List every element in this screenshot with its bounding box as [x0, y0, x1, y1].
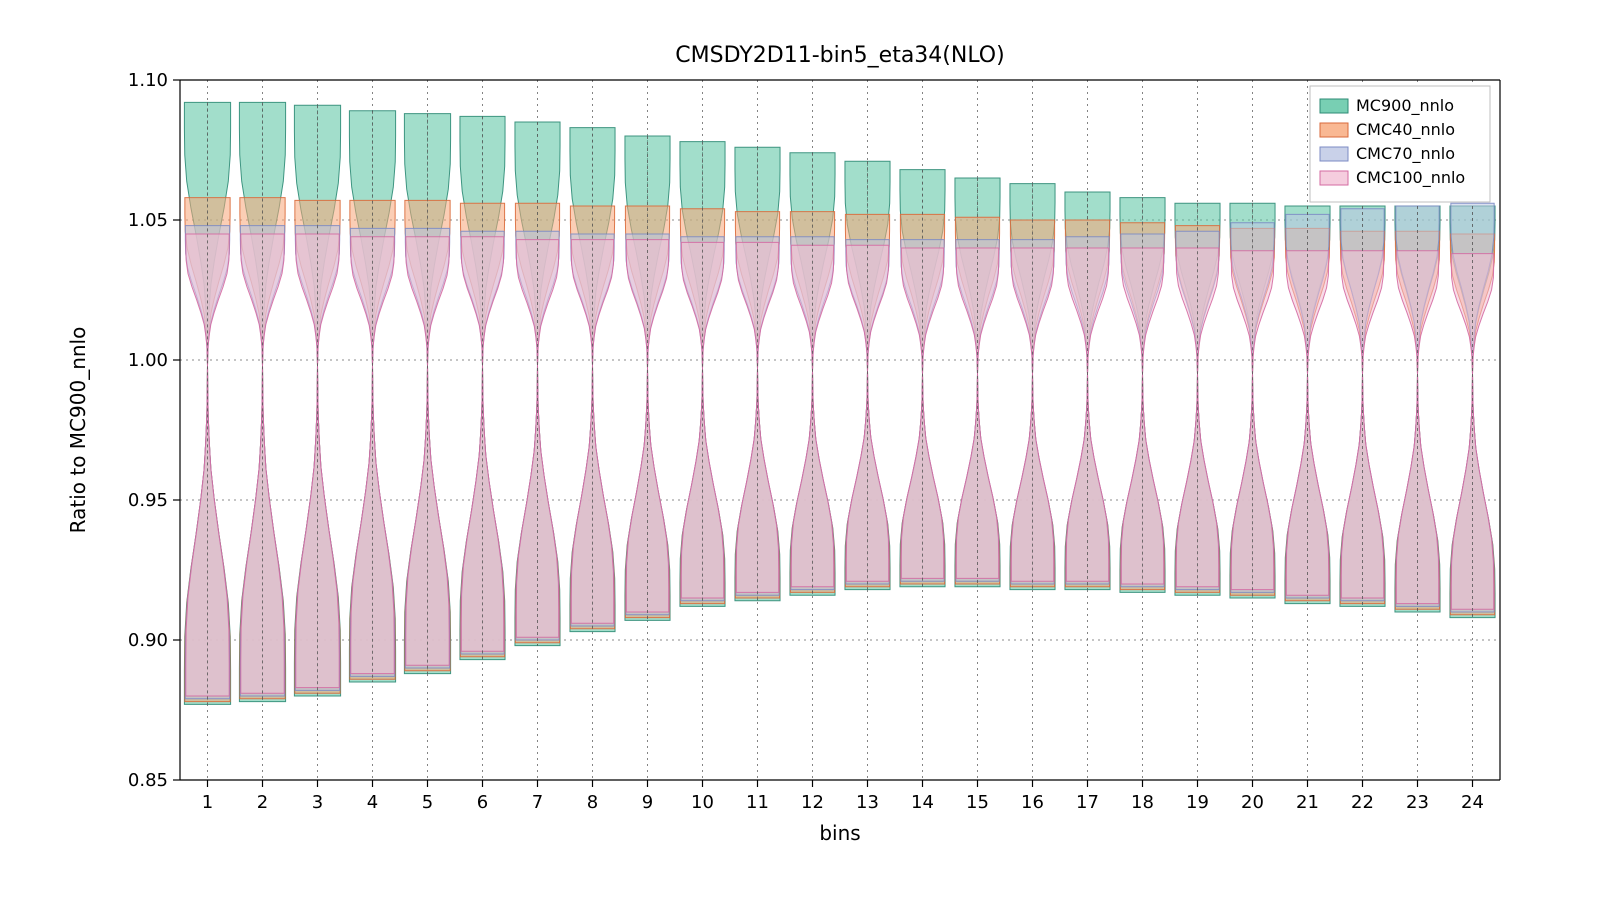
x-tick-label: 7 [532, 792, 543, 813]
x-tick-label: 11 [746, 792, 769, 813]
legend-label: CMC40_nnlo [1356, 120, 1455, 140]
x-tick-label: 5 [422, 792, 433, 813]
x-tick-label: 10 [691, 792, 714, 813]
y-axis-label: Ratio to MC900_nnlo [66, 327, 90, 534]
y-tick-label: 1.00 [128, 350, 168, 371]
y-tick-label: 1.05 [128, 210, 168, 231]
legend-label: CMC100_nnlo [1356, 168, 1465, 188]
x-tick-label: 21 [1296, 792, 1319, 813]
x-tick-label: 1 [202, 792, 213, 813]
x-tick-label: 13 [856, 792, 879, 813]
y-tick-label: 0.85 [128, 770, 168, 791]
y-tick-label: 1.10 [128, 70, 168, 91]
x-tick-label: 17 [1076, 792, 1099, 813]
x-tick-label: 22 [1351, 792, 1374, 813]
x-tick-label: 16 [1021, 792, 1044, 813]
x-tick-label: 2 [257, 792, 268, 813]
legend-swatch [1320, 123, 1348, 137]
x-tick-label: 15 [966, 792, 989, 813]
chart-container: { "title": "CMSDY2D11-bin5_eta34(NLO)", … [0, 0, 1600, 900]
x-tick-label: 24 [1461, 792, 1484, 813]
x-tick-label: 8 [587, 792, 598, 813]
legend-label: MC900_nnlo [1356, 96, 1454, 116]
x-tick-label: 14 [911, 792, 934, 813]
x-axis-label: bins [819, 821, 860, 845]
x-tick-label: 18 [1131, 792, 1154, 813]
legend-swatch [1320, 99, 1348, 113]
y-tick-label: 0.95 [128, 490, 168, 511]
legend: MC900_nnlo CMC40_nnlo CMC70_nnlo CMC100_nnl… [1310, 86, 1490, 202]
x-tick-label: 6 [477, 792, 488, 813]
violin-chart: CMSDY2D11-bin5_eta34(NLO) Ratio to MC900_… [0, 0, 1600, 900]
x-tick-label: 20 [1241, 792, 1264, 813]
x-tick-label: 3 [312, 792, 323, 813]
legend-swatch [1320, 147, 1348, 161]
x-tick-label: 19 [1186, 792, 1209, 813]
x-tick-label: 4 [367, 792, 378, 813]
x-tick-label: 23 [1406, 792, 1429, 813]
legend-label: CMC70_nnlo [1356, 144, 1455, 164]
x-tick-label: 9 [642, 792, 653, 813]
legend-swatch [1320, 171, 1348, 185]
x-tick-label: 12 [801, 792, 824, 813]
chart-title: CMSDY2D11-bin5_eta34(NLO) [675, 43, 1004, 68]
y-tick-label: 0.90 [128, 630, 168, 651]
